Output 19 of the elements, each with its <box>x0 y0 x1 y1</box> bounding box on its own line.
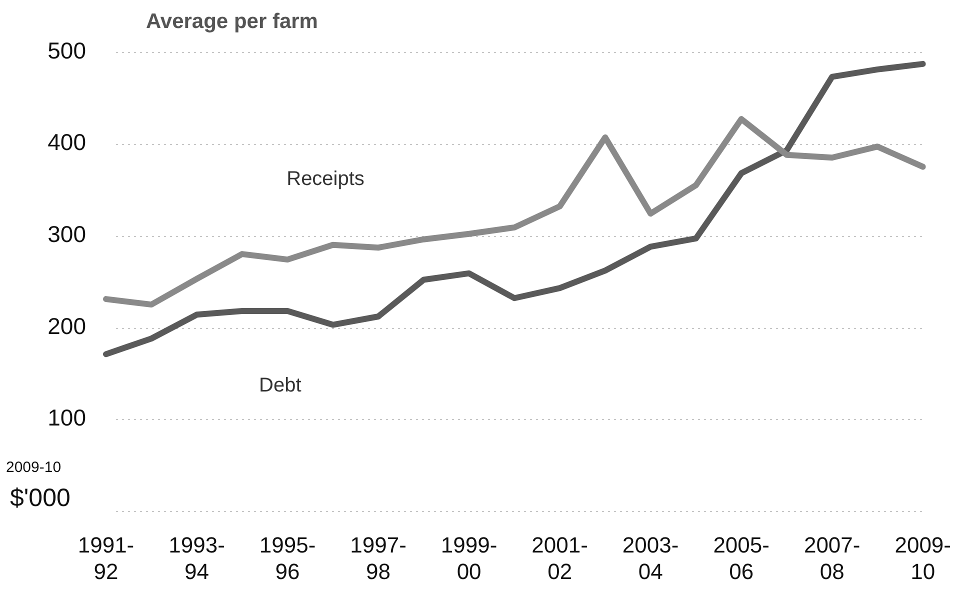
x-tick-label: 1991-92 <box>78 532 134 584</box>
x-tick-label: 1993-94 <box>168 532 225 584</box>
x-tick-label: 2003-04 <box>622 532 679 584</box>
text: Receipts <box>286 168 364 190</box>
y-tick-label: 100 <box>48 404 86 431</box>
x-tick-label: 2001-02 <box>532 532 588 584</box>
y-tick-label: 200 <box>48 312 86 339</box>
x-tick-label: 1995-96 <box>259 532 316 584</box>
text: Debt <box>259 374 302 397</box>
x-tick-label: 2009-10 <box>894 532 952 584</box>
x-tick-label: 1999-00 <box>440 532 498 584</box>
y-tick-label: 500 <box>48 37 86 64</box>
x-tick-label: 2005-06 <box>713 532 770 584</box>
x-tick-label: 2007-08 <box>804 532 860 584</box>
y-axis-title: 2009-10 $'000 <box>6 459 70 512</box>
x-tick-label: 1997-98 <box>350 532 406 584</box>
chart-title: Average per farm <box>146 10 318 33</box>
y-tick-label: 400 <box>48 129 86 156</box>
y-tick-label: 300 <box>48 221 86 248</box>
